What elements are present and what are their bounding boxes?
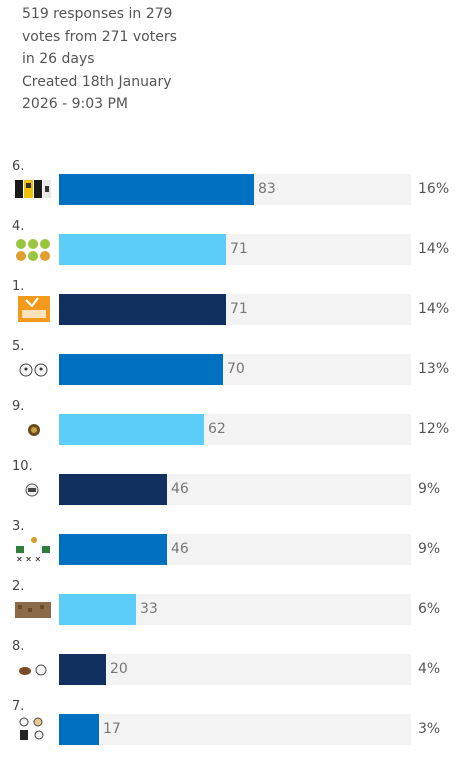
vote-bar (59, 654, 106, 685)
result-row: 7. 17 3% (0, 699, 456, 749)
image-option-8 (14, 654, 52, 684)
vote-percent: 12% (418, 421, 450, 437)
bar-track: 46 (59, 534, 411, 565)
svg-text:✕ ✕ ✕: ✕ ✕ ✕ (16, 555, 41, 564)
responses-text: 519 responses in 279 (22, 6, 173, 22)
bar-track: 46 (59, 474, 411, 505)
vote-percent: 13% (418, 361, 450, 377)
image-option-4 (14, 234, 52, 264)
vote-bar (59, 414, 204, 445)
vote-count: 71 (230, 241, 248, 257)
vote-percent: 3% (418, 721, 441, 737)
vote-bar (59, 174, 254, 205)
vote-bar (59, 534, 167, 565)
rank-label: 2. (12, 579, 25, 594)
vote-bar (59, 234, 226, 265)
rank-label: 6. (12, 159, 25, 174)
rank-label: 7. (12, 699, 25, 714)
vote-count: 46 (171, 541, 189, 557)
vote-percent: 14% (418, 241, 450, 257)
result-row: 1. 71 14% (0, 279, 456, 329)
vote-percent: 9% (418, 541, 441, 557)
voters-text: votes from 271 voters (22, 28, 177, 45)
result-row: 9. 62 12% (0, 399, 456, 449)
vote-percent: 6% (418, 601, 441, 617)
poll-summary: 519 responses in 279 votes from 271 vote… (22, 3, 222, 116)
bar-track: 33 (59, 594, 411, 625)
vote-percent: 16% (418, 181, 450, 197)
vote-percent: 4% (418, 661, 441, 677)
vote-count: 70 (227, 361, 245, 377)
result-row: 6. 83 16% (0, 159, 456, 209)
created-date-text: Created 18th January (22, 73, 172, 90)
vote-count: 33 (140, 601, 158, 617)
result-row: 5. 70 13% (0, 339, 456, 389)
rank-label: 9. (12, 399, 25, 414)
bar-track: 62 (59, 414, 411, 445)
rank-label: 10. (12, 459, 33, 474)
rank-label: 4. (12, 219, 25, 234)
vote-bar (59, 474, 167, 505)
bar-track: 70 (59, 354, 411, 385)
vote-count: 20 (110, 661, 128, 677)
bar-track: 83 (59, 174, 411, 205)
image-option-6 (14, 174, 52, 204)
image-option-1 (14, 294, 52, 324)
vote-count: 62 (208, 421, 226, 437)
rank-label: 5. (12, 339, 25, 354)
bar-track: 71 (59, 294, 411, 325)
image-option-5 (14, 354, 52, 384)
image-option-7 (14, 714, 52, 744)
image-option-2 (14, 594, 52, 624)
image-option-10 (14, 474, 52, 504)
image-option-9 (14, 414, 52, 444)
vote-count: 46 (171, 481, 189, 497)
vote-count: 17 (103, 721, 121, 737)
bar-track: 17 (59, 714, 411, 745)
result-row: 2. 33 6% (0, 579, 456, 629)
rank-label: 8. (12, 639, 25, 654)
vote-bar (59, 714, 99, 745)
vote-bar (59, 594, 136, 625)
rank-label: 1. (12, 279, 25, 294)
result-row: 3. ✕ ✕ ✕ 46 9% (0, 519, 456, 569)
result-row: 8. 20 4% (0, 639, 456, 689)
vote-percent: 14% (418, 301, 450, 317)
vote-bar (59, 294, 226, 325)
vote-count: 83 (258, 181, 276, 197)
vote-percent: 9% (418, 481, 441, 497)
created-time-text: 2026 - 9:03 PM (22, 96, 128, 112)
rank-label: 3. (12, 519, 25, 534)
result-row: 10. 46 9% (0, 459, 456, 509)
bar-track: 20 (59, 654, 411, 685)
image-option-3: ✕ ✕ ✕ (14, 534, 52, 564)
result-row: 4. 71 14% (0, 219, 456, 269)
bar-track: 71 (59, 234, 411, 265)
vote-count: 71 (230, 301, 248, 317)
vote-bar (59, 354, 223, 385)
duration-text: in 26 days (22, 51, 95, 67)
